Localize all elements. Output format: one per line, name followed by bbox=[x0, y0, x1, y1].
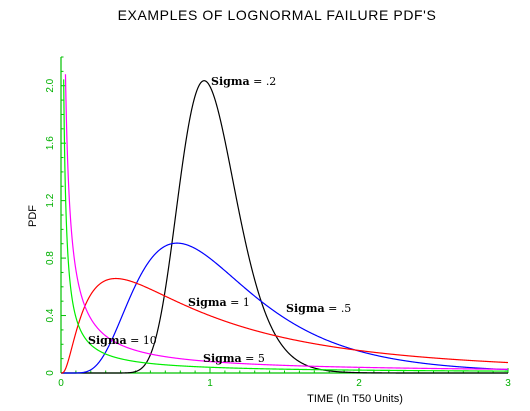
series-line-sigma-5 bbox=[64, 74, 508, 370]
annotation-separator: = bbox=[325, 302, 341, 315]
annotation-value: .2 bbox=[266, 75, 277, 88]
y-tick-label: 0.8 bbox=[45, 251, 56, 265]
x-tick-label: 3 bbox=[505, 378, 511, 389]
x-axis-label: TIME (In T50 Units) bbox=[307, 393, 403, 405]
annotation-sigma-1: Sigma = 1 bbox=[188, 296, 250, 309]
annotation-prefix: Sigma bbox=[286, 302, 325, 315]
annotation-separator: = bbox=[127, 334, 143, 347]
annotation-prefix: Sigma bbox=[211, 75, 250, 88]
annotation-prefix: Sigma bbox=[88, 334, 127, 347]
annotation-separator: = bbox=[242, 352, 258, 365]
curves bbox=[61, 74, 509, 374]
annotation-value: 10 bbox=[143, 334, 157, 347]
y-tick-label: 0.4 bbox=[45, 308, 56, 322]
axes: 0 1 2 300.40.81.21.62.0 bbox=[45, 56, 511, 389]
series-line-sigma-10 bbox=[63, 79, 508, 372]
x-tick-label: 1 bbox=[207, 378, 213, 389]
y-tick-label: 0 bbox=[45, 370, 56, 376]
y-tick-label: 1.6 bbox=[45, 136, 56, 150]
annotation-value: .5 bbox=[341, 302, 352, 315]
annotation-prefix: Sigma bbox=[188, 296, 227, 309]
series-line-sigma-0-5 bbox=[61, 242, 509, 374]
y-axis-label: PDF bbox=[27, 205, 39, 227]
annotation-prefix: Sigma bbox=[203, 352, 242, 365]
annotation-sigma-02: Sigma = .2 bbox=[211, 75, 276, 88]
annotation-separator: = bbox=[227, 296, 243, 309]
series-line-sigma-1 bbox=[61, 277, 509, 374]
annotation-sigma-05: Sigma = .5 bbox=[286, 302, 351, 315]
annotation-value: 1 bbox=[243, 296, 250, 309]
series-line-sigma-0-2 bbox=[61, 80, 508, 374]
x-tick-label: 2 bbox=[356, 378, 362, 389]
annotation-separator: = bbox=[250, 75, 266, 88]
annotation-sigma-5: Sigma = 5 bbox=[203, 352, 265, 365]
y-tick-label: 1.2 bbox=[45, 193, 56, 207]
chart-title: EXAMPLES OF LOGNORMAL FAILURE PDF'S bbox=[118, 7, 437, 23]
annotation-sigma-10: Sigma = 10 bbox=[88, 334, 157, 347]
y-tick-label: 2.0 bbox=[45, 78, 56, 92]
annotation-value: 5 bbox=[258, 352, 265, 365]
x-tick-label: 0 bbox=[58, 378, 64, 389]
